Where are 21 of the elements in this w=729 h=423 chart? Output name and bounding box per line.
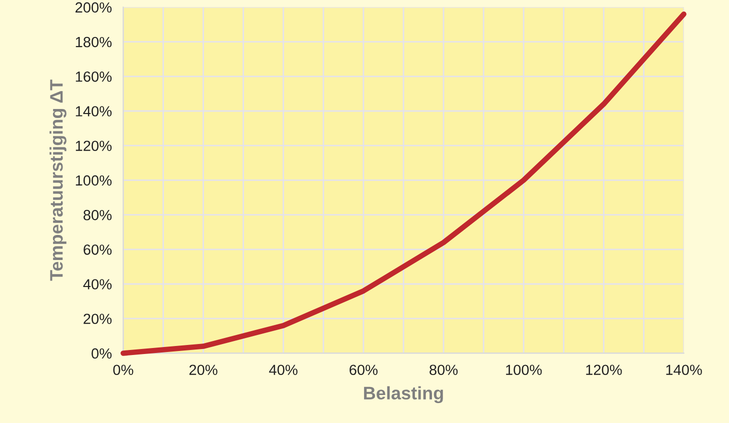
y-tick-label: 20% bbox=[84, 314, 112, 324]
y-tick-label: 140% bbox=[76, 106, 112, 116]
x-tick-label: 80% bbox=[430, 364, 458, 376]
y-tick-label: 180% bbox=[76, 36, 112, 48]
y-tick-label: 100% bbox=[76, 175, 112, 186]
y-tick-label: 80% bbox=[84, 210, 112, 220]
y-tick-label: 160% bbox=[76, 71, 112, 82]
x-axis-title: Belasting bbox=[364, 386, 443, 404]
y-tick-label: 0% bbox=[92, 348, 112, 359]
x-tick-label: 20% bbox=[189, 364, 218, 376]
x-tick-label: 0% bbox=[113, 364, 134, 376]
x-tick-label: 140% bbox=[666, 364, 702, 376]
x-tick-label: 40% bbox=[269, 364, 298, 376]
y-tick-label: 120% bbox=[76, 140, 112, 152]
y-tick-label: 60% bbox=[84, 244, 112, 255]
y-tick-label: 200% bbox=[76, 2, 112, 13]
y-axis-title: Temperatuurstijging ΔT bbox=[50, 80, 66, 281]
x-tick-label: 60% bbox=[350, 364, 378, 376]
x-tick-label: 100% bbox=[506, 364, 542, 376]
y-tick-label: 40% bbox=[83, 279, 112, 290]
x-tick-label: 120% bbox=[586, 364, 622, 376]
